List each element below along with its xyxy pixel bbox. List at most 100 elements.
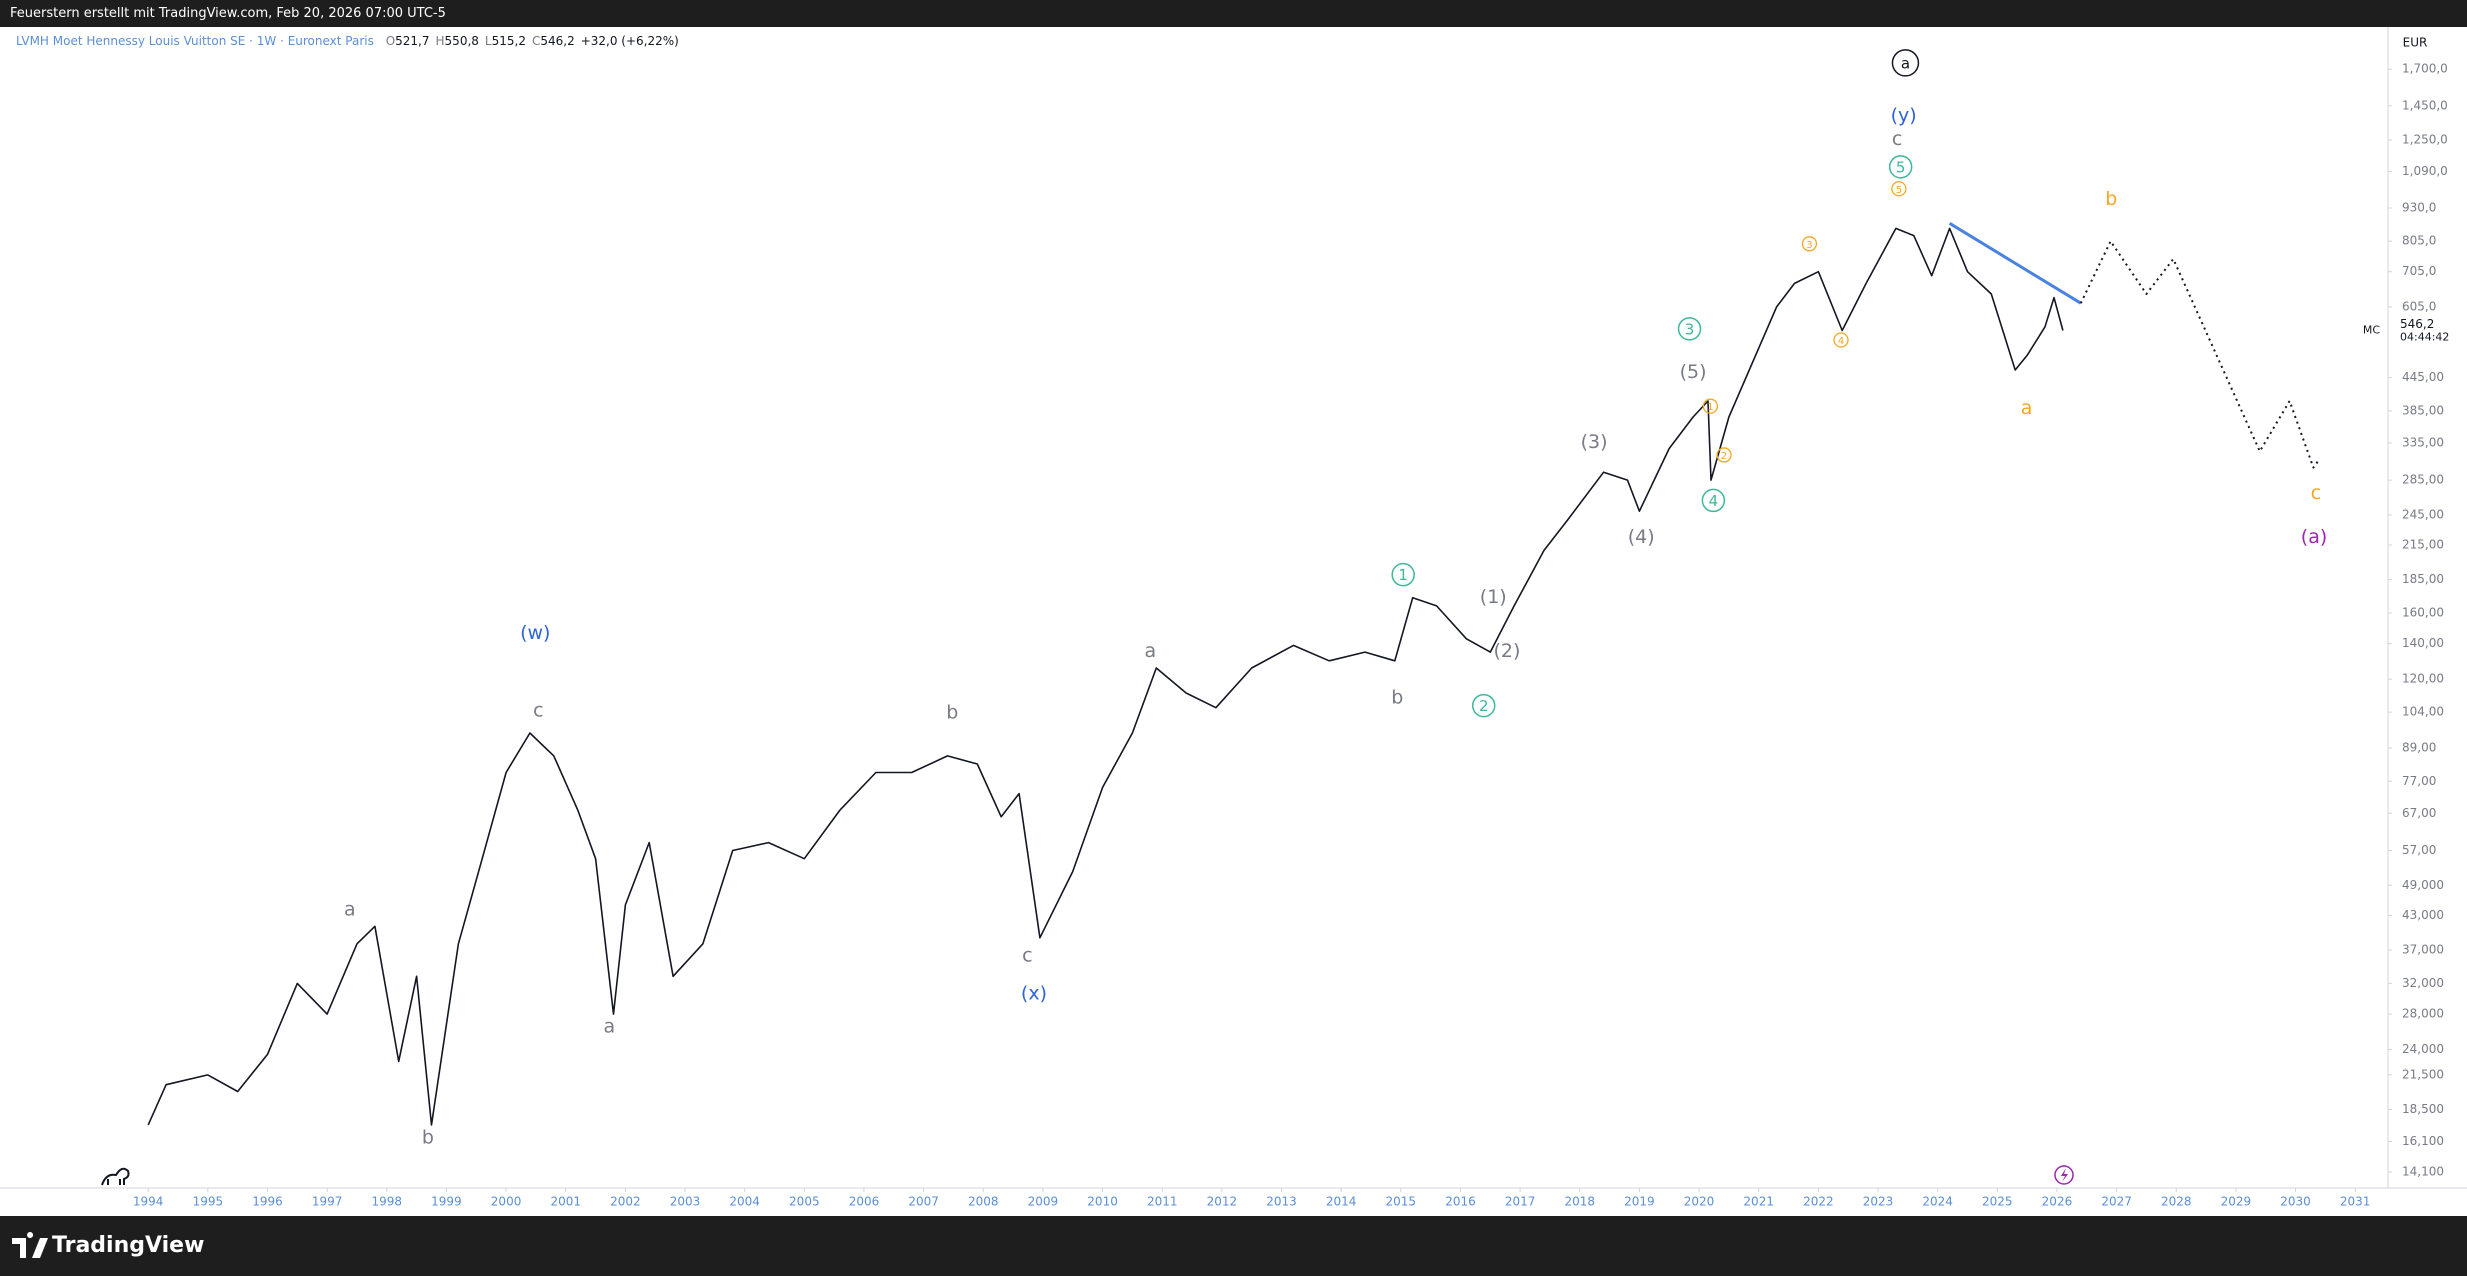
wave-label: (5) [1680,361,1707,383]
ohlc-key: O [385,34,396,48]
wave-label: (2) [1494,640,1521,662]
x-tick-label: 2013 [1266,1195,1297,1209]
wave-circle [1801,236,1818,252]
wave-label: 4 [1701,488,1726,513]
wave-label: b [946,702,958,724]
y-tick-label: 32,000 [2402,976,2444,990]
y-tick-label: 445,00 [2402,370,2444,384]
ohlc-value: 550,8 [444,34,479,48]
wave-text: (4) [1628,526,1655,548]
wave-label: 1 [1391,562,1415,587]
wave-text: c [1022,944,1032,966]
wave-label: a [603,1015,615,1037]
wave-text: 4 [1838,336,1844,347]
projection-line [2079,240,2321,469]
wave-label: a [344,899,356,921]
wave-label: c [1022,944,1032,966]
wave-text: 2 [1721,451,1727,462]
watermark: Feuerstern erstellt mit TradingView.com,… [10,6,446,21]
wave-text: 3 [1685,320,1695,338]
ohlc-value: 546,2 [540,34,575,48]
wave-label: (w) [520,622,550,644]
wave-text: c [1892,128,1902,150]
x-tick-label: 2014 [1326,1195,1357,1209]
ohlc-key: L [484,34,492,48]
wave-label: 2 [1471,693,1496,718]
ohlc-item: C546,2 [532,34,575,48]
y-tick-label: 104,00 [2402,705,2444,719]
y-tick-label: 335,00 [2402,435,2444,449]
x-tick-label: 2025 [1982,1195,2013,1209]
wave-text: (1) [1480,586,1507,608]
y-tick-label: 805,0 [2402,234,2436,248]
wave-text: (5) [1680,361,1707,383]
wave-circle [1471,693,1496,718]
wave-label: (4) [1628,526,1655,548]
x-tick-label: 2023 [1863,1195,1894,1209]
x-tick-label: 2016 [1445,1195,1476,1209]
ohlc-item: H550,8 [436,34,479,48]
x-tick-label: 2018 [1564,1195,1595,1209]
wave-text: 2 [1479,697,1489,715]
legend: LVMH Moet Hennessy Louis Vuitton SE · 1W… [16,34,679,48]
x-tick-label: 1995 [193,1195,224,1209]
logo [12,1232,48,1258]
wave-text: b [946,702,958,724]
symbol-tag: MC [2363,324,2380,337]
wave-circle [1702,398,1719,414]
x-tick-label: 1998 [372,1195,403,1209]
wave-label: (y) [1891,105,1917,127]
x-tick-label: 1994 [133,1195,164,1209]
y-tick-label: 28,000 [2402,1007,2444,1021]
y-tick-label: 18,500 [2402,1102,2444,1116]
x-tick-label: 2030 [2280,1195,2311,1209]
wave-label: b [422,1127,434,1149]
wave-label: a [2021,397,2033,419]
dino-icon [101,1167,130,1186]
x-tick-label: 2015 [1386,1195,1417,1209]
x-tick-label: 2007 [908,1195,939,1209]
wave-text: 3 [1806,240,1812,251]
wave-text: (y) [1891,105,1917,127]
wave-label: a [1891,49,1920,77]
wave-text: (2) [1494,640,1521,662]
x-tick-label: 1996 [252,1195,283,1209]
footer: TradingView [0,1216,2467,1276]
currency: EUR [2403,36,2428,50]
wave-text: (w) [520,622,550,644]
change: +32,0 (+6,22%) [580,34,679,48]
wave-label: b [2105,188,2117,210]
wave-text: 4 [1709,492,1719,510]
x-tick-label: 2022 [1803,1195,1834,1209]
wave-text: b [2105,188,2117,210]
y-tick-label: 43,000 [2402,908,2444,922]
wave-text: (a) [2301,526,2327,548]
x-tick-label: 2000 [491,1195,522,1209]
wave-text: (x) [1021,982,1047,1004]
wave-label: a [1144,640,1156,662]
wave-circle [1888,155,1913,179]
y-tick-label: 140,00 [2402,636,2444,650]
wave-circle [1716,447,1732,463]
trend-line [1948,222,2082,305]
y-tick-label: 245,00 [2402,507,2444,521]
y-tick-label: 705,0 [2402,264,2436,278]
y-tick-label: 37,000 [2402,942,2444,956]
chart-background [0,27,2467,1216]
y-tick-label: 185,00 [2402,572,2444,586]
x-tick-label: 2021 [1743,1195,1774,1209]
last-price: 546,2 [2400,317,2434,331]
x-tick-label: 1997 [312,1195,343,1209]
wave-text: a [1901,54,1910,72]
ohlc-key: C [531,34,541,48]
wave-label: 5 [1891,181,1907,197]
price-tag [2389,317,2449,344]
x-tick-label: 2006 [849,1195,880,1209]
x-tick-label: 1999 [431,1195,462,1209]
wave-circle [1833,332,1849,348]
ohlc-key: H [435,34,445,48]
ohlc-item: L515,2 [485,34,526,48]
x-tick-label: 2029 [2221,1195,2252,1209]
ohlc-item: O521,7 [386,34,430,48]
wave-label: b [1391,687,1403,709]
